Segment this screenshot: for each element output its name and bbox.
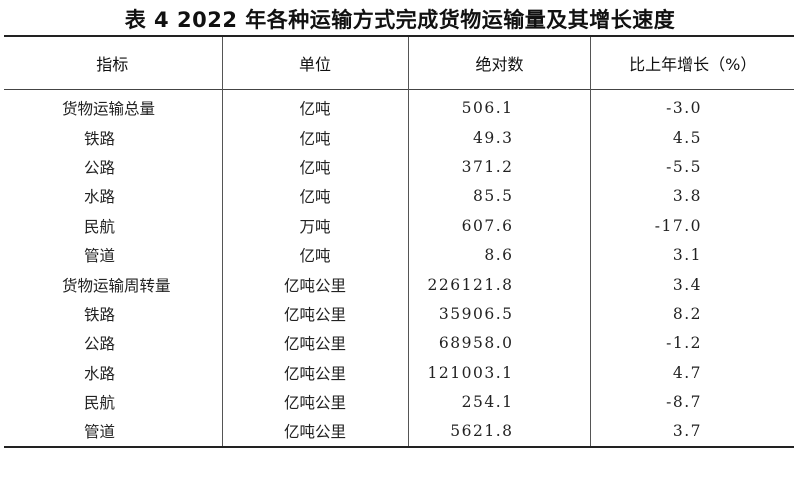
table-row: 水路 亿吨 85.5 3.8 [4,181,794,212]
table-title: 表 4 2022 年各种运输方式完成货物运输量及其增长速度 [124,8,676,32]
value-cell: 85.5 [407,181,590,212]
table-row: 铁路 亿吨公里 35906.5 8.2 [4,299,794,329]
growth-cell: 3.7 [589,416,794,448]
growth-cell: -8.7 [589,387,794,417]
value-cell: 226121.8 [407,269,590,300]
value-cell: 254.1 [407,387,590,417]
unit-cell: 亿吨 [221,181,408,212]
table-row: 公路 亿吨公里 68958.0 -1.2 [4,328,794,359]
growth-cell: -17.0 [589,211,794,241]
growth-cell: 4.5 [589,122,794,153]
unit-cell: 亿吨 [221,240,408,270]
table-row: 管道 亿吨 8.6 3.1 [4,240,794,270]
value-cell: 121003.1 [407,358,590,388]
indicator-cell: 管道 [84,247,116,266]
table-row: 公路 亿吨 371.2 -5.5 [4,152,794,182]
unit-cell: 亿吨 [221,152,408,182]
unit-cell: 亿吨公里 [221,387,408,417]
table-row: 货物运输总量 亿吨 506.1 -3.0 [4,89,794,123]
unit-cell: 亿吨 [221,122,408,153]
table-row: 货物运输周转量 亿吨公里 226121.8 3.4 [4,269,794,300]
table-row: 管道 亿吨公里 5621.8 3.7 [4,416,794,448]
growth-cell: 4.7 [589,358,794,388]
indicator-cell: 铁路 [84,305,116,324]
header-indicator: 指标 [96,54,129,74]
freight-table: 指标 单位 绝对数 比上年增长（%） 货物运输总量 亿吨 506.1 -3.0 铁路 亿吨… [4,35,794,448]
indicator-cell: 水路 [84,364,116,383]
growth-cell: 8.2 [589,299,794,329]
value-cell: 5621.8 [407,416,590,448]
table-row: 民航 万吨 607.6 -17.0 [4,211,794,241]
table-row: 水路 亿吨公里 121003.1 4.7 [4,358,794,388]
value-cell: 49.3 [407,122,590,153]
value-cell: 68958.0 [407,328,590,359]
header-row: 指标 单位 绝对数 比上年增长（%） [4,36,794,89]
indicator-cell: 铁路 [84,129,116,148]
value-cell: 8.6 [407,240,590,270]
header-value: 绝对数 [407,36,590,89]
unit-cell: 亿吨 [221,89,408,123]
indicator-cell: 民航 [84,217,116,236]
unit-cell: 亿吨公里 [221,358,408,388]
indicator-cell: 货物运输周转量 [62,276,171,295]
table-row: 铁路 亿吨 49.3 4.5 [4,122,794,153]
growth-cell: 3.4 [589,269,794,300]
value-cell: 506.1 [407,89,590,123]
growth-cell: 3.1 [589,240,794,270]
indicator-cell: 公路 [84,335,116,354]
unit-cell: 亿吨公里 [221,269,408,300]
indicator-cell: 公路 [84,158,116,177]
unit-cell: 亿吨公里 [221,328,408,359]
growth-cell: -1.2 [589,328,794,359]
indicator-cell: 民航 [84,394,116,413]
header-growth: 比上年增长（%） [589,36,794,89]
growth-cell: -3.0 [589,89,794,123]
growth-cell: 3.8 [589,181,794,212]
indicator-cell: 水路 [84,188,116,207]
table-row: 民航 亿吨公里 254.1 -8.7 [4,387,794,417]
growth-cell: -5.5 [589,152,794,182]
header-unit: 单位 [221,36,408,89]
indicator-cell: 管道 [84,423,116,442]
value-cell: 371.2 [407,152,590,182]
unit-cell: 亿吨公里 [221,416,408,448]
unit-cell: 亿吨公里 [221,299,408,329]
indicator-cell: 货物运输总量 [62,100,156,119]
value-cell: 35906.5 [407,299,590,329]
unit-cell: 万吨 [221,211,408,241]
value-cell: 607.6 [407,211,590,241]
